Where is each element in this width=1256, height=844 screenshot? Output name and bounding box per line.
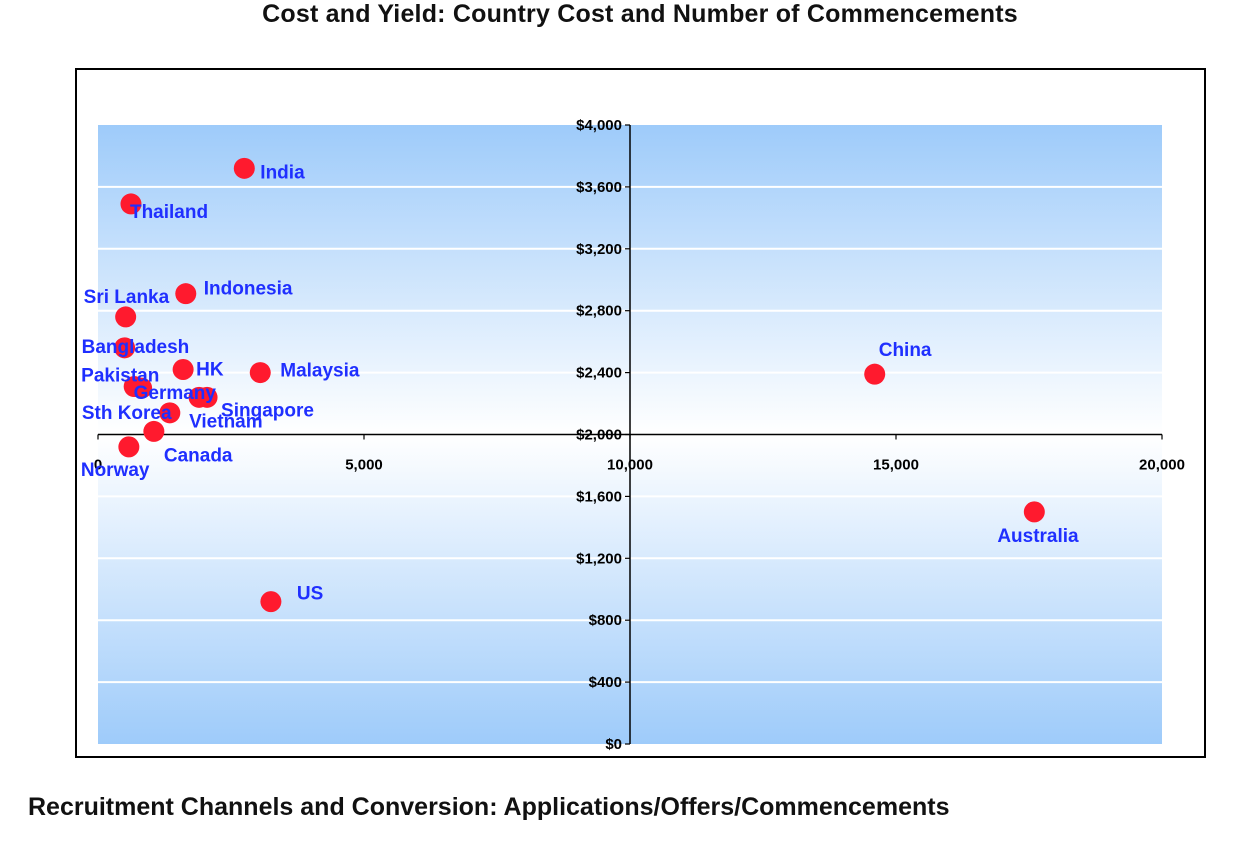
- point-labels: India Thailand Indonesia Sri Lanka Banglades…: [81, 162, 1079, 604]
- x-tick-label: 20,000: [1139, 457, 1185, 474]
- data-point: [118, 436, 140, 458]
- point-label: Sri Lanka: [84, 287, 170, 308]
- data-point: [131, 377, 153, 399]
- chart-title: Cost and Yield: Country Cost and Number …: [262, 0, 1018, 28]
- data-point: [864, 363, 886, 385]
- point-label: HK: [196, 360, 224, 381]
- y-tick-label: $4,000: [576, 117, 622, 134]
- data-point: [175, 283, 197, 305]
- point-label: Germany: [134, 383, 217, 404]
- y-tick-label: $2,000: [576, 427, 622, 444]
- y-tick-label: $0: [605, 736, 622, 753]
- point-label: Sth Korea: [82, 403, 172, 424]
- point-label: Malaysia: [280, 361, 360, 382]
- point-label: Norway: [81, 460, 150, 481]
- point-label: Thailand: [130, 202, 208, 223]
- data-point: [249, 362, 271, 384]
- point-label: China: [879, 340, 932, 361]
- y-tick-label: $3,200: [576, 241, 622, 258]
- point-label: Australia: [997, 526, 1079, 547]
- data-point: [120, 193, 142, 215]
- point-label: Vietnam: [189, 411, 263, 432]
- data-point: [159, 402, 181, 424]
- point-label: India: [260, 162, 305, 183]
- data-point: [1023, 501, 1045, 523]
- data-point: [260, 591, 282, 613]
- point-label: Singapore: [221, 400, 314, 421]
- point-label: Bangladesh: [82, 337, 190, 358]
- y-tick-label: $1,200: [576, 550, 622, 567]
- point-label: Pakistan: [81, 366, 159, 387]
- data-point: [114, 337, 136, 359]
- x-tick-label: 15,000: [873, 457, 919, 474]
- point-label: US: [297, 584, 323, 605]
- data-point: [143, 420, 165, 442]
- y-tick-label: $2,400: [576, 365, 622, 382]
- y-tick-label: $2,800: [576, 303, 622, 320]
- tick-labels: $0 $400 $800 $1,200 $1,600 $2,000 $2,400 $2,800…: [94, 117, 1185, 753]
- data-point: [233, 157, 255, 179]
- x-tick-label: 0: [94, 457, 102, 474]
- data-point: [115, 306, 137, 328]
- y-tick-label: $400: [589, 674, 622, 691]
- x-tick-label: 10,000: [607, 457, 653, 474]
- data-point: [188, 386, 210, 408]
- data-point: [172, 359, 194, 381]
- x-tick-label: 5,000: [345, 457, 383, 474]
- y-tick-label: $1,600: [576, 488, 622, 505]
- data-points: [114, 157, 1045, 613]
- y-tick-label: $3,600: [576, 179, 622, 196]
- section-heading: Recruitment Channels and Conversion: App…: [28, 793, 950, 821]
- point-label: Indonesia: [204, 279, 293, 300]
- y-tick-label: $800: [589, 612, 622, 629]
- axes: [97, 124, 1163, 745]
- point-label: Canada: [164, 445, 233, 466]
